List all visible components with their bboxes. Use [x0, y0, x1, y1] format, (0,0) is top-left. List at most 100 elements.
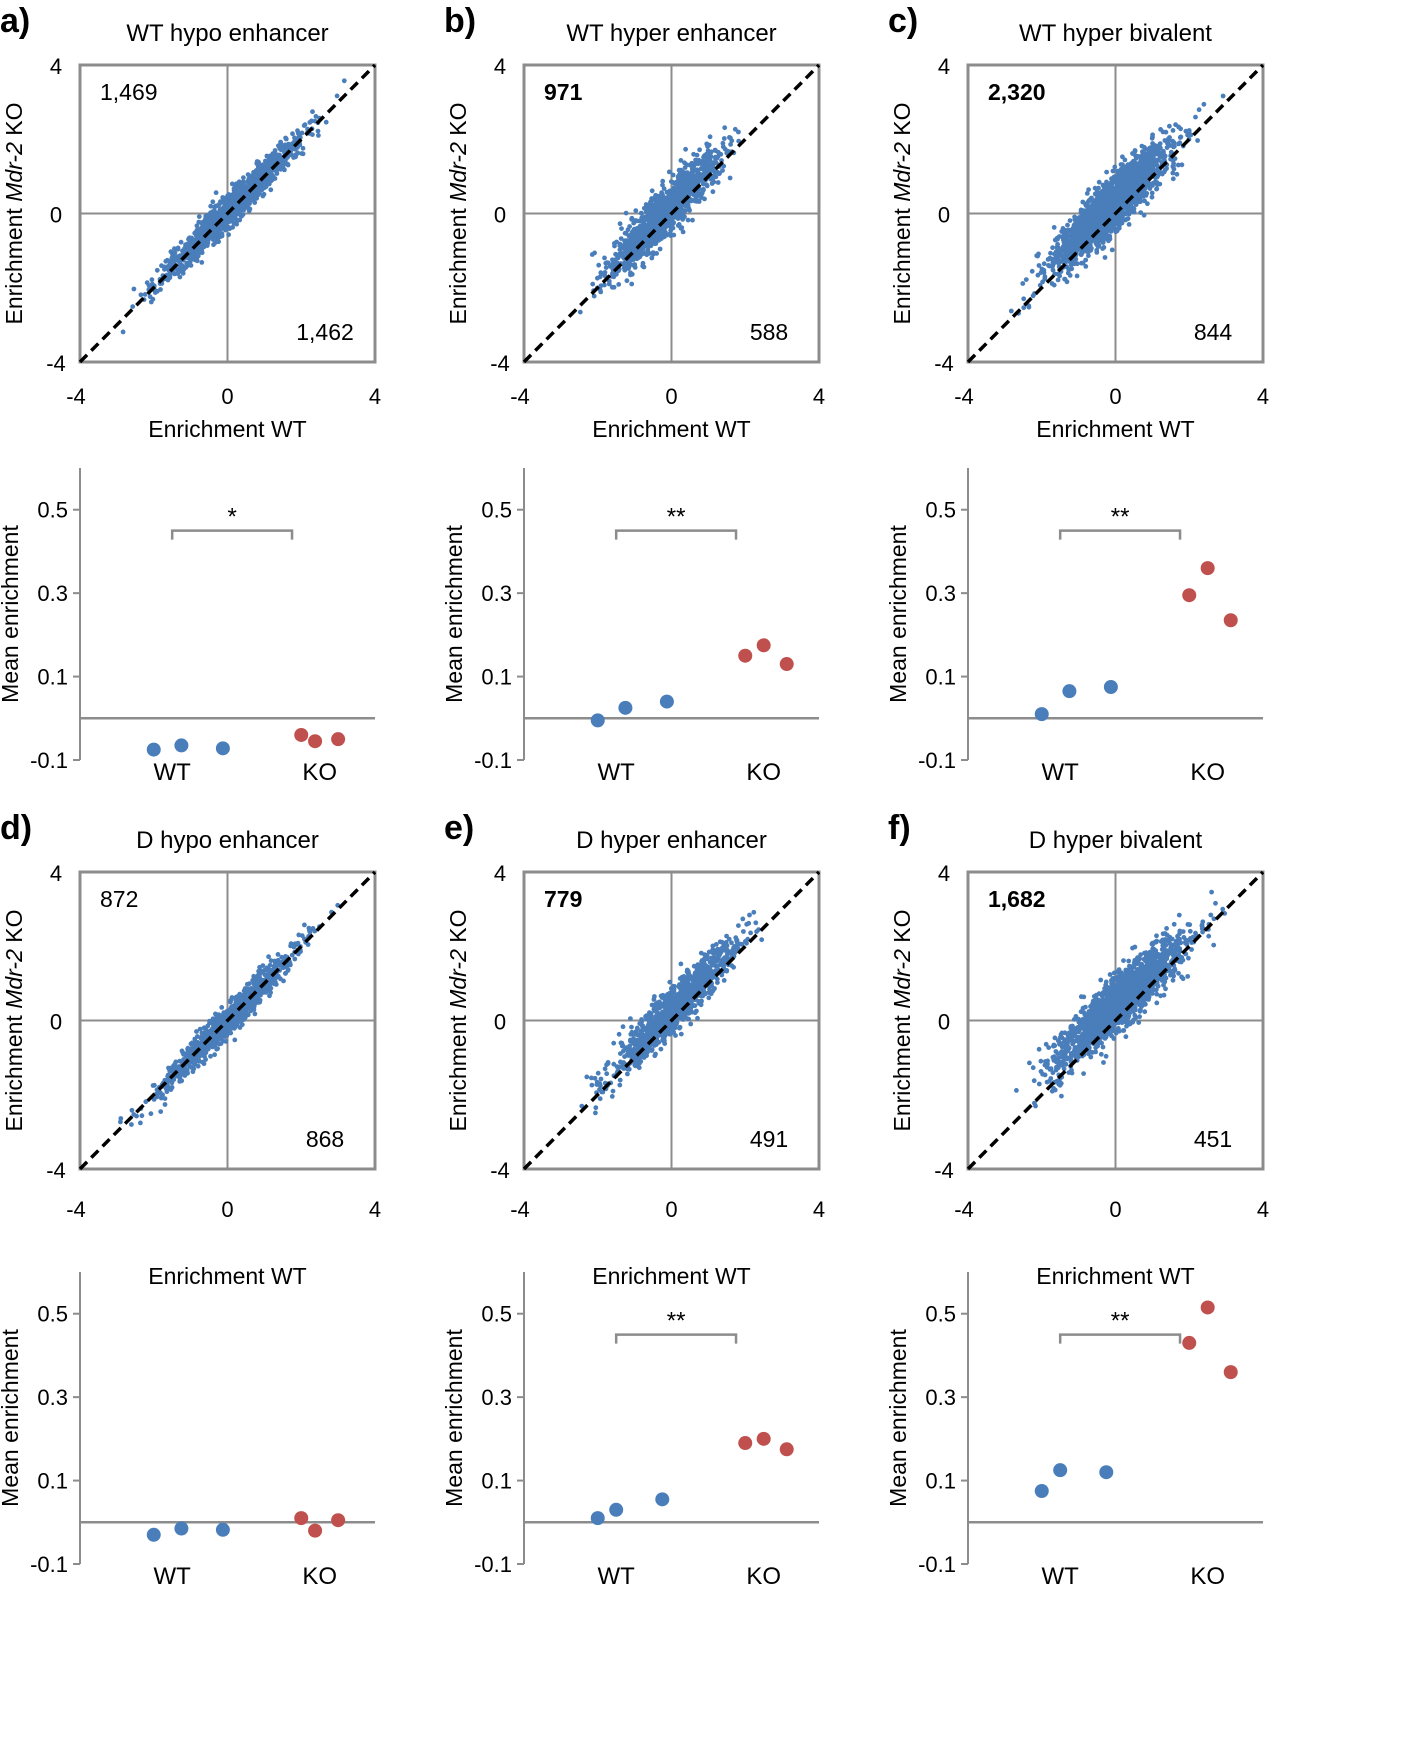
scatter-point	[1170, 158, 1176, 163]
scatter-point	[268, 187, 274, 193]
scatter-point	[323, 119, 329, 125]
scatter-point	[648, 199, 653, 205]
scatter-point	[670, 197, 676, 203]
y-tick-label: 4	[494, 54, 506, 79]
y-axis-label-part: Enrichment	[445, 202, 471, 325]
scatter-point	[1116, 225, 1122, 231]
scatter-point	[1149, 194, 1155, 200]
scatter-point	[1175, 162, 1181, 168]
scatter-point	[648, 209, 653, 214]
scatter-point	[290, 131, 295, 137]
scatter-point	[231, 186, 237, 192]
scatter-point	[212, 205, 217, 210]
scatter-point	[150, 296, 156, 302]
scatter-point	[690, 217, 695, 223]
scatter-point	[654, 210, 660, 215]
scatter-point	[196, 214, 202, 220]
scatter-point	[649, 203, 654, 209]
scatter-point	[188, 263, 194, 268]
count-below-diagonal: 1,462	[296, 319, 354, 345]
scatter-point	[697, 147, 702, 153]
scatter-point	[1102, 255, 1108, 260]
scatter-point	[216, 211, 222, 216]
scatter-point	[715, 180, 721, 185]
scatter-point	[1118, 168, 1124, 174]
y-tick-label: 4	[50, 54, 62, 79]
scatter-point	[1171, 143, 1176, 149]
scatter-point	[700, 181, 706, 187]
scatter-point	[1092, 185, 1098, 191]
scatter-point	[1109, 247, 1115, 253]
scatter-point	[190, 238, 196, 244]
scatter-point	[1070, 228, 1075, 234]
scatter-point	[1096, 237, 1101, 243]
scatter-points	[120, 78, 347, 335]
scatter-point	[699, 190, 705, 196]
scatter-point	[1050, 245, 1055, 251]
scatter-point	[695, 192, 701, 198]
scatter-point	[162, 266, 167, 272]
panel-label: c)	[888, 2, 918, 40]
x-tick-label: 0	[221, 384, 233, 409]
scatter-point	[619, 226, 624, 232]
scatter-point	[1026, 304, 1032, 310]
scatter-point	[1100, 239, 1106, 245]
scatter-point	[194, 258, 200, 264]
scatter-point	[220, 195, 226, 200]
scatter-point	[728, 142, 733, 147]
scatter-point	[1063, 228, 1069, 233]
scatter-point	[658, 197, 664, 203]
x-tick-label: 4	[369, 384, 381, 409]
scatter-point	[642, 227, 647, 233]
scatter-point	[654, 251, 659, 256]
scatter-point	[1100, 246, 1105, 251]
scatter-point	[240, 179, 246, 185]
y-tick-label: 0	[50, 203, 62, 228]
scatter-point	[639, 210, 644, 216]
scatter-point	[1193, 114, 1198, 120]
scatter-point	[721, 136, 727, 141]
scatter-point	[713, 174, 719, 180]
scatter-point	[274, 152, 280, 158]
scatter-point	[1021, 296, 1027, 302]
scatter-point	[205, 212, 211, 218]
scatter-point	[627, 261, 633, 267]
scatter-point	[712, 169, 718, 175]
scatter-point	[178, 269, 184, 274]
scatter-point	[1039, 266, 1045, 272]
scatter-point	[1086, 198, 1092, 203]
scatter-point	[708, 149, 714, 155]
scatter-point	[603, 265, 609, 270]
scatter-point	[1149, 190, 1155, 196]
scatter-point	[1148, 183, 1154, 189]
scatter-point	[1061, 245, 1066, 250]
scatter-point	[279, 144, 284, 149]
scatter-point	[636, 236, 642, 241]
scatter-point	[1107, 233, 1113, 239]
scatter-point	[633, 218, 638, 223]
scatter-point	[700, 162, 706, 168]
scatter-point	[1125, 164, 1131, 170]
scatter-point	[280, 164, 286, 170]
scatter-point	[682, 160, 687, 166]
count-above-diagonal: 1,469	[100, 79, 158, 105]
scatter-point	[1151, 159, 1156, 165]
scatter-point	[1126, 222, 1132, 227]
scatter-point	[684, 171, 689, 176]
x-tick-label: 0	[665, 384, 677, 409]
scatter-point	[285, 161, 291, 167]
scatter-point	[1167, 123, 1172, 129]
scatter-point	[608, 263, 614, 269]
scatter-point	[1170, 176, 1176, 182]
scatter-point	[705, 158, 711, 164]
scatter-point	[310, 109, 315, 115]
scatter-point	[213, 190, 219, 196]
scatter-point	[1104, 169, 1109, 175]
scatter-point	[241, 175, 246, 181]
scatter-point	[1119, 174, 1124, 180]
scatter-point	[259, 187, 265, 193]
scatter-point	[138, 292, 144, 298]
scatter-point	[732, 126, 738, 132]
scatter-point	[677, 188, 683, 194]
